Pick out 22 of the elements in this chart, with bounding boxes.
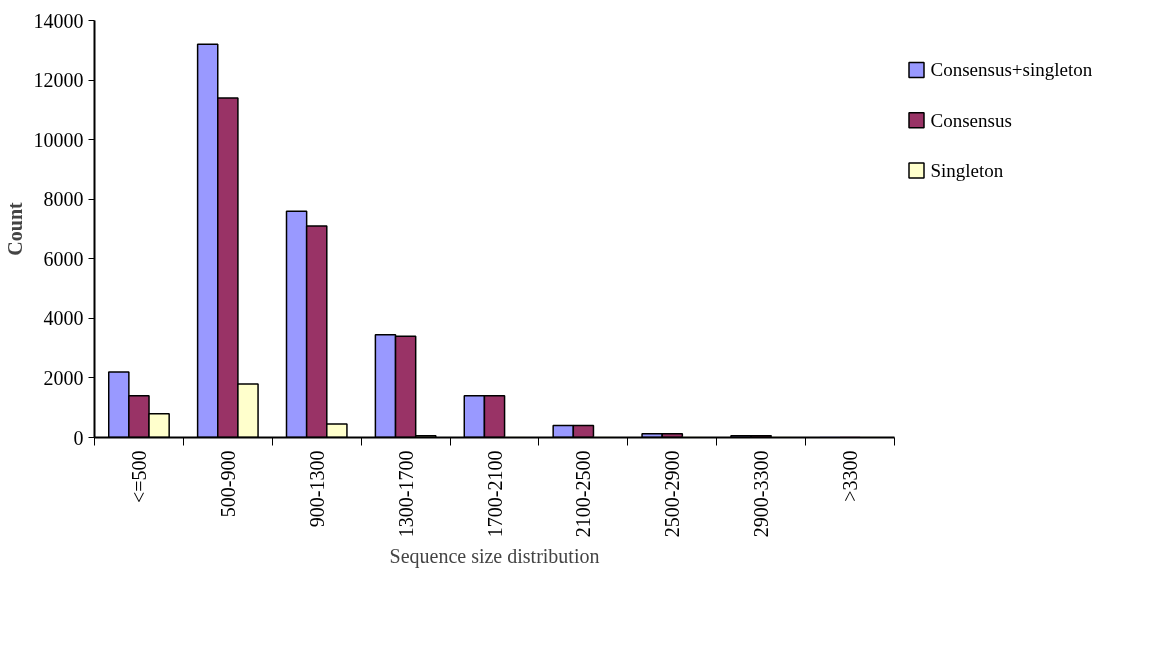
- y-tick-label: 0: [73, 426, 84, 449]
- x-tick-label: 1300-1700: [394, 450, 417, 538]
- y-tick-label: 6000: [43, 247, 84, 270]
- y-tick-label: 2000: [43, 366, 84, 389]
- y-tick-label: 8000: [43, 188, 84, 211]
- x-tick-label: <=500: [127, 450, 150, 504]
- x-tick-label: 2100-2500: [572, 450, 595, 538]
- x-tick-label: 500-900: [216, 450, 239, 518]
- x-axis-title: Sequence size distribution: [389, 545, 600, 569]
- y-axis-title: Count: [3, 201, 26, 256]
- y-tick-label: 14000: [33, 9, 84, 32]
- legend-label: Singleton: [930, 159, 1004, 181]
- x-tick-label: 2900-3300: [750, 450, 773, 538]
- x-tick-label: >3300: [839, 450, 862, 502]
- y-tick-label: 10000: [33, 128, 84, 151]
- x-tick-label: 1700-2100: [483, 450, 506, 538]
- x-tick-label: 2500-2900: [661, 450, 684, 538]
- y-tick-label: 4000: [43, 307, 84, 330]
- legend-label: Consensus: [930, 109, 1012, 131]
- legend-label: Consensus+singleton: [930, 59, 1093, 81]
- y-tick-label: 12000: [33, 69, 84, 92]
- x-tick-label: 900-1300: [305, 450, 328, 528]
